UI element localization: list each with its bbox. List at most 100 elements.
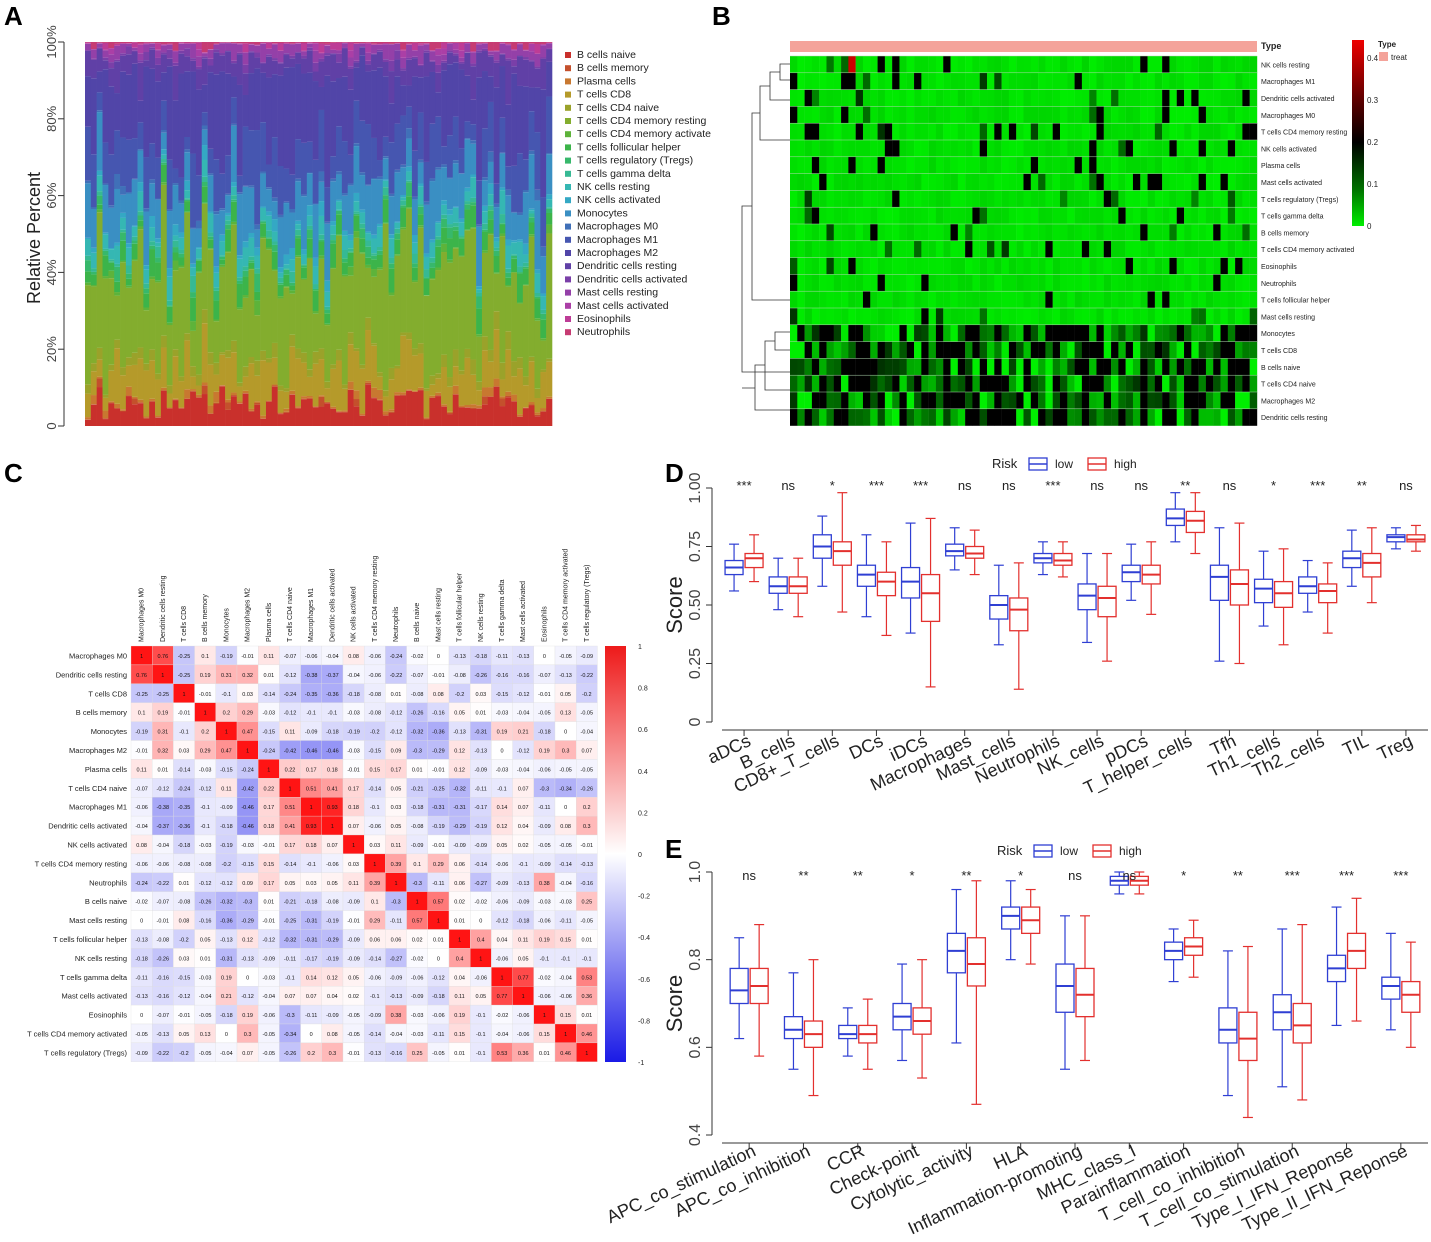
corr-value: 0.04 (518, 824, 529, 830)
stack-segment (289, 248, 296, 260)
heat-cell (1242, 375, 1250, 393)
stack-segment (400, 167, 407, 196)
stack-segment (155, 417, 162, 418)
heat-cell (862, 392, 871, 409)
stack-segment (195, 271, 203, 273)
stack-segment (476, 77, 483, 181)
corr-value: -0.21 (284, 900, 297, 906)
stack-segment (213, 159, 220, 212)
heat-cell (1118, 224, 1126, 241)
heat-cell (1016, 207, 1024, 225)
stack-segment (528, 61, 535, 88)
stack-segment (85, 384, 92, 394)
heat-cell (906, 140, 915, 157)
y-tick-label-a: 0 (44, 422, 59, 429)
stack-segment (108, 54, 115, 63)
heat-cell (1125, 140, 1134, 157)
heat-cell (804, 56, 813, 73)
stack-segment (102, 410, 109, 419)
stack-segment (522, 190, 529, 193)
heat-cell (790, 140, 798, 157)
legend-title: Risk (992, 456, 1018, 471)
box-low (1055, 963, 1075, 1013)
stack-segment (324, 306, 331, 310)
stack-segment (441, 200, 448, 205)
stack-segment (546, 212, 553, 225)
stack-segment (260, 223, 267, 237)
heat-cell (928, 240, 937, 258)
stack-segment (172, 65, 179, 101)
heat-cell (1111, 392, 1119, 409)
stack-segment (236, 43, 243, 45)
heat-cell (972, 324, 980, 342)
stack-segment (365, 231, 372, 234)
heat-cell (1023, 190, 1031, 208)
stack-segment (417, 227, 424, 344)
heat-cell (965, 358, 973, 376)
corr-value: -0.03 (538, 900, 551, 906)
heat-cell (841, 274, 849, 292)
heat-cell (1220, 358, 1229, 376)
heat-cell (811, 291, 820, 309)
stack-segment (505, 45, 512, 59)
stack-segment (114, 403, 121, 408)
heat-cell (1154, 308, 1163, 325)
stack-segment (201, 112, 208, 126)
legend-swatch (565, 157, 571, 164)
stack-segment (476, 308, 483, 335)
stack-segment (336, 126, 343, 172)
stack-segment (201, 42, 208, 53)
heat-cell (1067, 274, 1075, 292)
stack-segment (172, 42, 179, 51)
heat-cell (862, 207, 871, 225)
heat-cell (804, 392, 813, 409)
stack-segment (96, 376, 103, 379)
stack-segment (347, 57, 354, 67)
legend-label: Monocytes (577, 207, 628, 219)
stack-segment (254, 360, 261, 376)
corr-value: 0.12 (327, 975, 338, 981)
stack-segment (493, 50, 500, 52)
stack-segment (242, 64, 249, 74)
row-label-c: T cells CD4 naive (68, 784, 127, 793)
stack-segment (178, 203, 185, 233)
heat-cell (1140, 274, 1148, 292)
heat-cell (819, 240, 827, 258)
heat-cell (1154, 156, 1163, 174)
stack-segment (114, 245, 121, 264)
stack-segment (452, 248, 459, 350)
stack-segment (184, 71, 191, 137)
stack-segment (499, 43, 506, 44)
heat-cell (1242, 89, 1250, 107)
corr-value: 0.01 (539, 1051, 550, 1057)
corr-value: -0.09 (305, 730, 318, 736)
heat-cell (899, 89, 907, 107)
corr-value: -0.27 (390, 956, 403, 962)
heat-cell (1016, 408, 1024, 426)
stack-segment (143, 363, 150, 371)
stack-segment (411, 391, 419, 426)
heat-cell (1001, 341, 1010, 359)
scale-tick-b: 0.3 (1367, 96, 1379, 105)
corr-value: 0.2 (307, 1051, 315, 1057)
corr-value: -0.11 (305, 1013, 317, 1019)
stack-segment (505, 268, 512, 273)
stack-segment (371, 343, 378, 346)
stack-segment (96, 204, 103, 210)
heat-cell (1052, 308, 1061, 325)
heat-cell (943, 89, 951, 107)
stack-segment (254, 404, 261, 426)
stack-segment (219, 266, 226, 353)
stack-segment (254, 52, 261, 58)
heat-cell (1169, 106, 1177, 124)
stack-segment (470, 124, 477, 141)
stack-segment (341, 141, 348, 194)
stack-segment (160, 154, 168, 160)
corr-value: 1 (479, 956, 482, 962)
heat-cell (848, 56, 856, 73)
heat-cell (921, 56, 929, 73)
stack-segment (120, 55, 127, 72)
stack-segment (336, 412, 343, 426)
stack-segment (90, 59, 97, 79)
heat-cell (1089, 106, 1097, 124)
